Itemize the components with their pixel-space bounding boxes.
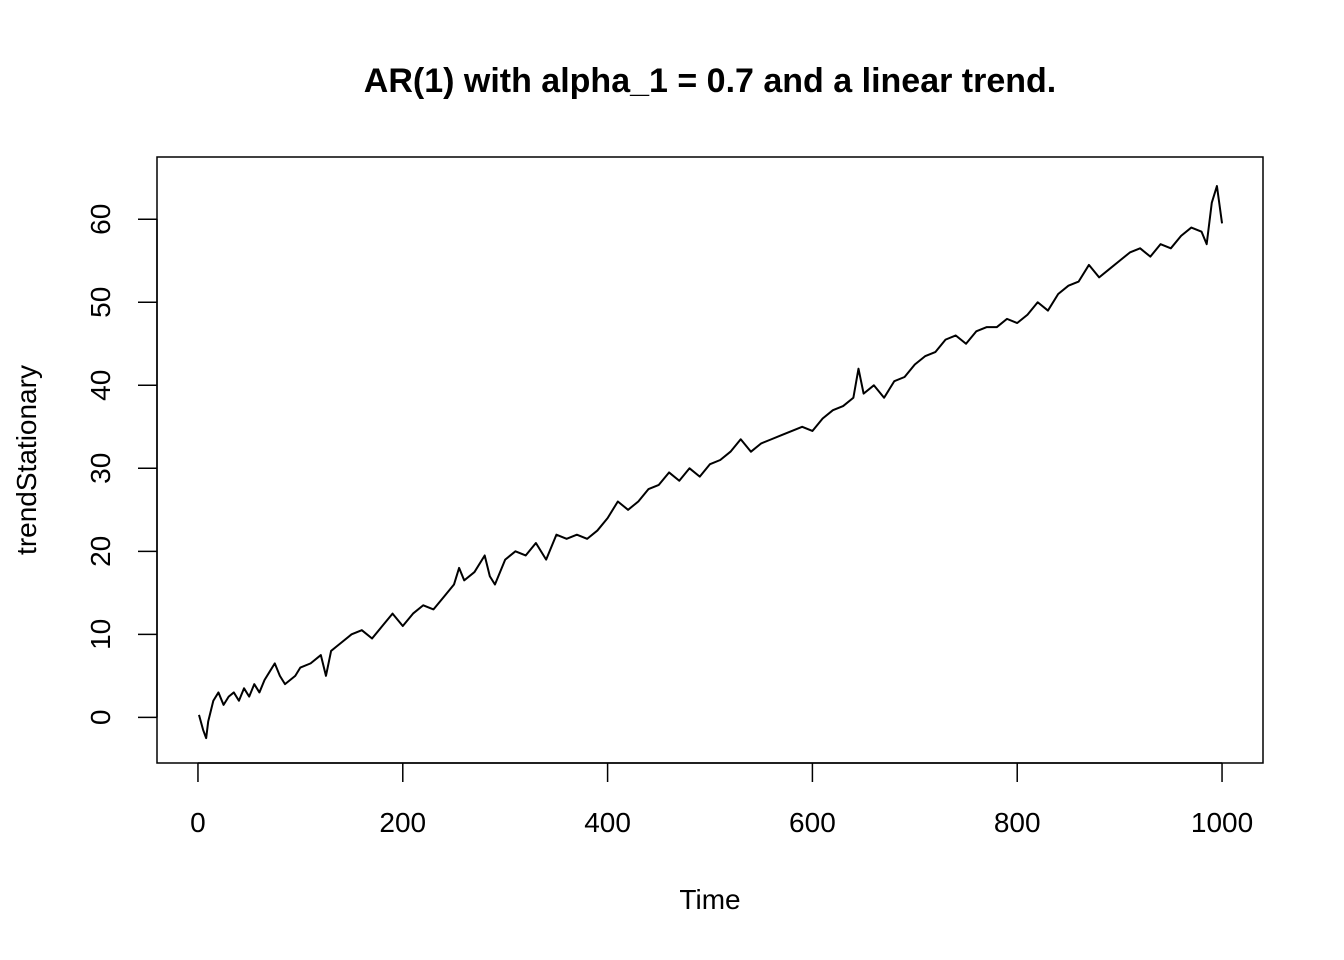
- x-tick-label: 0: [190, 807, 206, 838]
- plot-frame: [156, 156, 1264, 764]
- y-tick-label: 20: [85, 536, 116, 567]
- x-tick-label: 600: [789, 807, 836, 838]
- series-line: [198, 185, 1224, 740]
- y-tick-label: 0: [85, 710, 116, 726]
- x-tick-label: 800: [994, 807, 1041, 838]
- x-axis: 0 200 400 600 800 1000: [190, 762, 1253, 838]
- y-axis-label: trendStationary: [11, 365, 42, 555]
- y-axis: 0 10 20 30 40 50 60: [85, 204, 158, 726]
- x-tick-label: 1000: [1191, 807, 1253, 838]
- y-tick-label: 50: [85, 287, 116, 318]
- chart-title: AR(1) with alpha_1 = 0.7 and a linear tr…: [364, 62, 1056, 100]
- y-tick-label: 60: [85, 204, 116, 235]
- x-axis-label: Time: [679, 884, 740, 915]
- y-tick-label: 10: [85, 619, 116, 650]
- y-tick-label: 40: [85, 370, 116, 401]
- x-tick-label: 400: [584, 807, 631, 838]
- x-tick-label: 200: [379, 807, 426, 838]
- y-tick-label: 30: [85, 453, 116, 484]
